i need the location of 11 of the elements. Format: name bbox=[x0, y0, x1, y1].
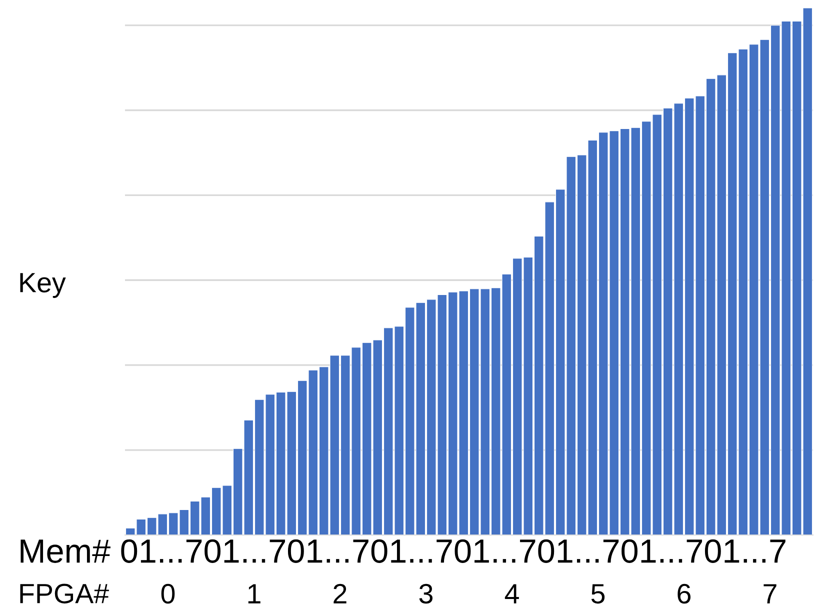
y-axis-title: Key bbox=[20, 273, 66, 298]
text: 1 bbox=[248, 584, 260, 604]
text: 0 bbox=[161, 584, 175, 604]
text: 2 bbox=[334, 584, 346, 604]
text: 4 bbox=[504, 584, 519, 604]
text: Mem# 01...701...701...701...701...701...701...701...7 bbox=[20, 539, 786, 563]
text: 7 bbox=[764, 584, 776, 604]
text: 5 bbox=[591, 584, 605, 604]
text: FPGA# bbox=[20, 584, 109, 604]
text: 3 bbox=[419, 584, 433, 604]
text: 6 bbox=[678, 584, 691, 604]
